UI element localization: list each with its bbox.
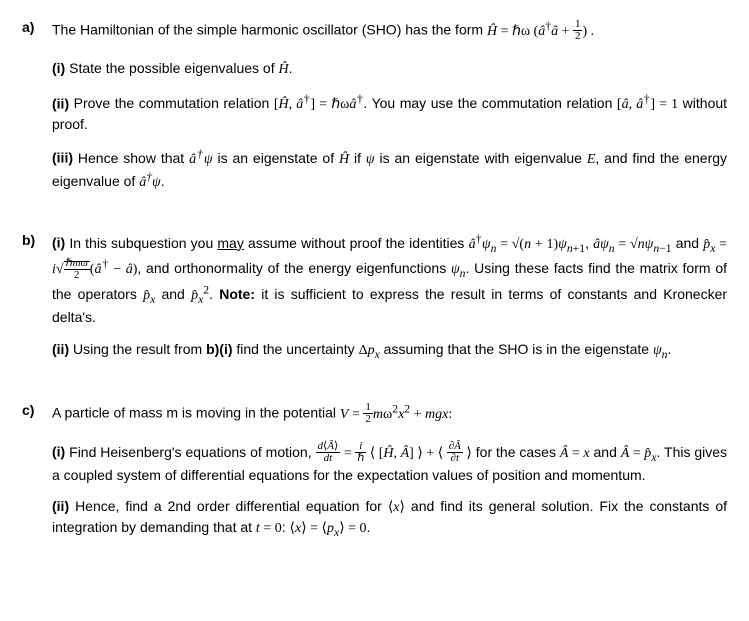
part-b-ii-label: (ii) bbox=[52, 341, 69, 357]
part-c-i: (i) Find Heisenberg's equations of motio… bbox=[52, 442, 727, 485]
part-a-iii-text: Hence show that â†ψ is an eigenstate of … bbox=[52, 150, 727, 189]
part-a-i-label: (i) bbox=[52, 60, 65, 76]
part-c-ii: (ii) Hence, find a 2nd order differentia… bbox=[52, 497, 727, 541]
part-c-intro: A particle of mass m is moving in the po… bbox=[52, 401, 727, 426]
part-b-i-text: In this subquestion you may assume witho… bbox=[52, 235, 727, 326]
part-c-ii-label: (ii) bbox=[52, 498, 69, 514]
part-a-iii: (iii) Hence show that â†ψ is an eigensta… bbox=[52, 146, 727, 193]
part-c-header: c) A particle of mass m is moving in the… bbox=[22, 401, 727, 426]
part-c-label: c) bbox=[22, 401, 52, 421]
part-c-ii-text: Hence, find a 2nd order differential equ… bbox=[52, 498, 727, 535]
part-a-intro-math: Ĥ = ℏω (â†â + 12) . bbox=[487, 24, 594, 39]
part-b-header: b) (i) In this subquestion you may assum… bbox=[22, 231, 727, 328]
part-a-ii-label: (ii) bbox=[52, 95, 69, 111]
part-b-ii: (ii) Using the result from b)(i) find th… bbox=[52, 340, 727, 363]
part-c-i-label: (i) bbox=[52, 444, 65, 460]
part-a-intro-text: The Hamiltonian of the simple harmonic o… bbox=[52, 22, 487, 38]
part-b-i-label: (i) bbox=[52, 235, 65, 251]
part-a-ii: (ii) Prove the commutation relation [Ĥ, … bbox=[52, 92, 727, 135]
part-a-intro: The Hamiltonian of the simple harmonic o… bbox=[52, 18, 727, 43]
part-b-i: (i) In this subquestion you may assume w… bbox=[52, 231, 727, 328]
part-b-ii-text: Using the result from b)(i) find the unc… bbox=[73, 341, 671, 357]
part-b: b) (i) In this subquestion you may assum… bbox=[22, 231, 727, 363]
part-a-iii-label: (iii) bbox=[52, 150, 73, 166]
part-c-i-text: Find Heisenberg's equations of motion, d… bbox=[52, 444, 727, 483]
part-a-label: a) bbox=[22, 18, 52, 38]
part-c-intro-text: A particle of mass m is moving in the po… bbox=[52, 405, 340, 421]
part-a-i: (i) State the possible eigenvalues of Ĥ. bbox=[52, 59, 727, 80]
part-a-i-text: State the possible eigenvalues of Ĥ. bbox=[69, 60, 292, 76]
part-a-ii-text: Prove the commutation relation [Ĥ, â†] =… bbox=[52, 95, 727, 132]
part-a-header: a) The Hamiltonian of the simple harmoni… bbox=[22, 18, 727, 43]
part-b-label: b) bbox=[22, 231, 52, 251]
part-c: c) A particle of mass m is moving in the… bbox=[22, 401, 727, 541]
part-c-intro-math: V = 12mω2x2 + mgx: bbox=[340, 407, 452, 422]
part-a: a) The Hamiltonian of the simple harmoni… bbox=[22, 18, 727, 193]
